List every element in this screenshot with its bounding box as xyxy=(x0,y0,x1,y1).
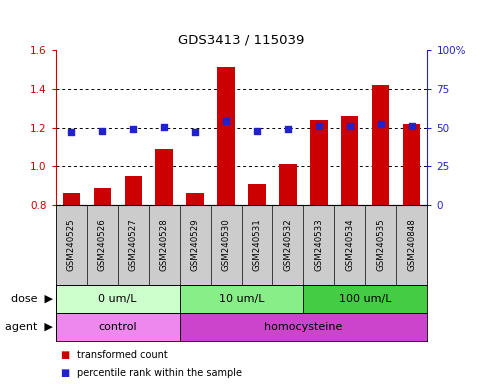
Bar xyxy=(280,164,297,205)
Point xyxy=(315,123,323,129)
Text: GSM240533: GSM240533 xyxy=(314,218,324,271)
Point xyxy=(67,129,75,135)
Text: GSM240848: GSM240848 xyxy=(408,218,416,271)
Text: GDS3413 / 115039: GDS3413 / 115039 xyxy=(178,33,305,46)
Bar xyxy=(217,68,235,205)
Text: GSM240532: GSM240532 xyxy=(284,218,293,271)
Point xyxy=(129,126,137,132)
Text: 10 um/L: 10 um/L xyxy=(219,294,264,304)
Bar xyxy=(56,285,180,313)
Bar xyxy=(62,194,80,205)
Bar xyxy=(56,313,180,341)
Point xyxy=(98,127,106,134)
Text: dose  ▶: dose ▶ xyxy=(11,294,53,304)
Bar xyxy=(372,85,389,205)
Text: GSM240527: GSM240527 xyxy=(128,218,138,271)
Point xyxy=(377,121,385,127)
Bar xyxy=(186,194,203,205)
Bar xyxy=(180,313,427,341)
Text: 100 um/L: 100 um/L xyxy=(339,294,392,304)
Bar xyxy=(311,120,327,205)
Bar xyxy=(180,285,303,313)
Point xyxy=(346,123,354,129)
Text: GSM240535: GSM240535 xyxy=(376,218,385,271)
Text: transformed count: transformed count xyxy=(77,350,168,360)
Bar xyxy=(125,176,142,205)
Text: control: control xyxy=(98,322,137,332)
Bar xyxy=(94,187,111,205)
Text: homocysteine: homocysteine xyxy=(264,322,342,332)
Text: ■: ■ xyxy=(60,350,70,360)
Point xyxy=(222,118,230,124)
Text: agent  ▶: agent ▶ xyxy=(5,322,53,332)
Bar xyxy=(248,184,266,205)
Text: 0 um/L: 0 um/L xyxy=(98,294,137,304)
Text: GSM240530: GSM240530 xyxy=(222,218,230,271)
Text: GSM240528: GSM240528 xyxy=(159,218,169,271)
Bar xyxy=(403,124,421,205)
Point xyxy=(191,129,199,135)
Bar xyxy=(156,149,172,205)
Bar xyxy=(341,116,358,205)
Text: GSM240525: GSM240525 xyxy=(67,218,75,271)
Text: GSM240531: GSM240531 xyxy=(253,218,261,271)
Point xyxy=(284,126,292,132)
Text: GSM240526: GSM240526 xyxy=(98,218,107,271)
Text: GSM240534: GSM240534 xyxy=(345,218,355,271)
Point xyxy=(408,123,416,129)
Text: percentile rank within the sample: percentile rank within the sample xyxy=(77,368,242,378)
Point xyxy=(160,124,168,131)
Text: GSM240529: GSM240529 xyxy=(190,218,199,271)
Bar xyxy=(303,285,427,313)
Text: ■: ■ xyxy=(60,368,70,378)
Point xyxy=(253,127,261,134)
